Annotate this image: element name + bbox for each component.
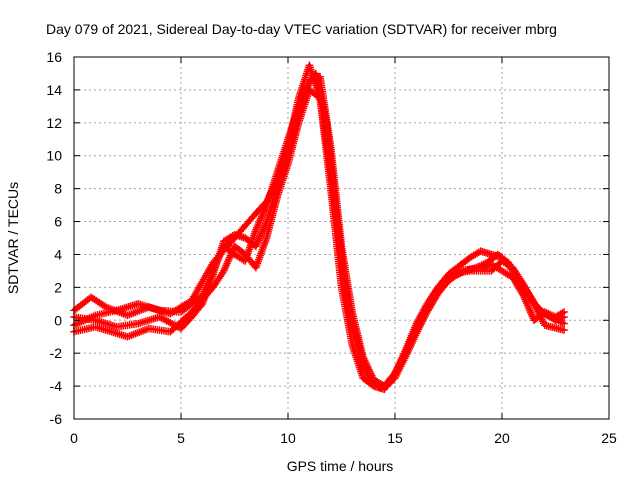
x-tick-labels: 0 5 10 15 20 25 (70, 430, 617, 446)
y-tick-label: 0 (54, 312, 62, 328)
x-tick-label: 25 (601, 430, 617, 446)
y-tick-label: -6 (50, 411, 63, 427)
y-tick-label: 16 (46, 49, 62, 65)
y-axis-label: SDTVAR / TECUs (5, 182, 21, 294)
y-tick-label: 4 (54, 246, 62, 262)
data-point (560, 308, 568, 316)
series-band-2 (70, 69, 568, 392)
x-tick-label: 15 (387, 430, 403, 446)
series-band-3 (70, 86, 568, 390)
y-tick-label: -4 (50, 378, 63, 394)
y-tick-label: 10 (46, 148, 62, 164)
x-tick-label: 5 (177, 430, 185, 446)
x-axis-label: GPS time / hours (287, 458, 394, 474)
x-tick-label: 10 (280, 430, 296, 446)
y-tick-label: 8 (54, 181, 62, 197)
y-tick-label: -2 (50, 345, 63, 361)
y-tick-label: 12 (46, 115, 62, 131)
data-point (560, 326, 568, 334)
y-tick-label: 2 (54, 279, 62, 295)
x-tick-label: 0 (70, 430, 78, 446)
y-tick-labels: -6 -4 -2 0 2 4 6 8 10 12 14 16 (46, 49, 62, 427)
y-tick-label: 14 (46, 82, 62, 98)
x-tick-label: 20 (494, 430, 510, 446)
chart-title: Day 079 of 2021, Sidereal Day-to-day VTE… (46, 21, 557, 37)
plot-frame (73, 56, 610, 420)
data-point (560, 319, 568, 328)
y-tick-label: 6 (54, 214, 62, 230)
series-band-4 (70, 72, 568, 390)
data-series (70, 61, 568, 394)
series-band-1 (70, 61, 568, 394)
axis-ticks (73, 56, 610, 420)
